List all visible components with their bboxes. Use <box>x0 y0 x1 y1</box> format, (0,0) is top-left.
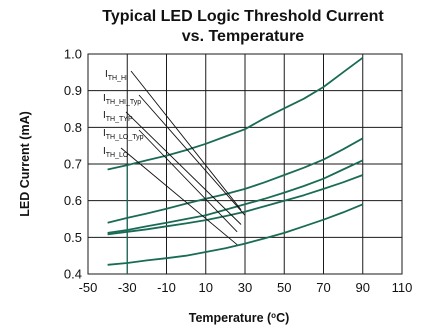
leader-line <box>138 129 238 233</box>
x-tick-label: 70 <box>316 280 330 295</box>
chart-subtitle: vs. Temperature <box>182 28 305 45</box>
tick-labels: -50 -30 -10 10 30 50 70 90 110 0.4 0.5 0.6 0.7 0.8 0.9… <box>64 47 412 296</box>
series-label: ITH_LO_Typ <box>103 128 144 141</box>
plot-frame <box>87 53 403 275</box>
leader-line <box>125 111 242 225</box>
x-tick-label: 50 <box>277 280 291 295</box>
y-tick-label: 0.4 <box>64 267 82 282</box>
y-tick-label: 0.7 <box>64 157 82 172</box>
series-line <box>107 203 364 266</box>
y-tick-label: 1.0 <box>64 47 82 62</box>
leader-line <box>130 70 242 211</box>
series-lines <box>107 56 364 274</box>
y-tick-label: 0.9 <box>64 83 82 98</box>
series-label: ITH_TYP <box>103 110 133 123</box>
y-tick-label: 0.8 <box>64 120 82 135</box>
leader-line <box>138 94 246 216</box>
y-tick-label: 0.5 <box>64 230 82 245</box>
leader-line <box>120 147 238 246</box>
series-line <box>107 159 364 234</box>
x-tick-label: 90 <box>356 280 370 295</box>
x-axis-title: Temperature (oC) <box>189 311 290 326</box>
chart-title: Typical LED Logic Threshold Current <box>102 8 384 25</box>
x-tick-label: -10 <box>157 280 176 295</box>
x-tick-label: 10 <box>199 280 213 295</box>
series-label: ITH_LO <box>103 146 129 159</box>
series-label: ITH_HI <box>105 69 128 82</box>
series-line <box>107 56 364 171</box>
x-tick-label: -30 <box>118 280 137 295</box>
series-line <box>107 137 364 224</box>
series-label: ITH_HI_Typ <box>103 93 141 106</box>
x-tick-label: 30 <box>238 280 252 295</box>
series-labels: ITH_HI ITH_HI_Typ ITH_TYP ITH_LO_Typ ITH_LO <box>103 69 246 246</box>
x-tick-label: -50 <box>79 280 98 295</box>
y-axis-title: LED Current (mA) <box>18 111 32 217</box>
grid <box>88 54 402 274</box>
series-line <box>107 174 364 236</box>
x-tick-label: 110 <box>392 280 413 295</box>
y-tick-label: 0.6 <box>64 193 82 208</box>
